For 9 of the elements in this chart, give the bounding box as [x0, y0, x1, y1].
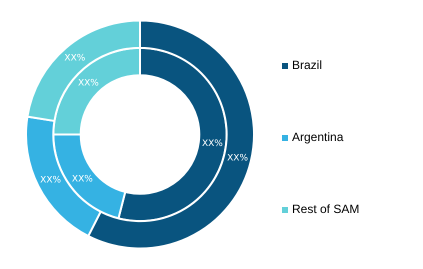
data-label: XX%	[40, 175, 62, 186]
data-label: XX%	[202, 138, 224, 149]
legend-label: Brazil	[292, 58, 322, 72]
legend-label: Rest of SAM	[292, 202, 360, 216]
data-label: XX%	[78, 78, 100, 88]
data-label: XX%	[64, 54, 86, 64]
data-label: XX%	[227, 153, 248, 164]
legend-label: Argentina	[292, 130, 344, 144]
data-label: XX%	[72, 174, 94, 185]
